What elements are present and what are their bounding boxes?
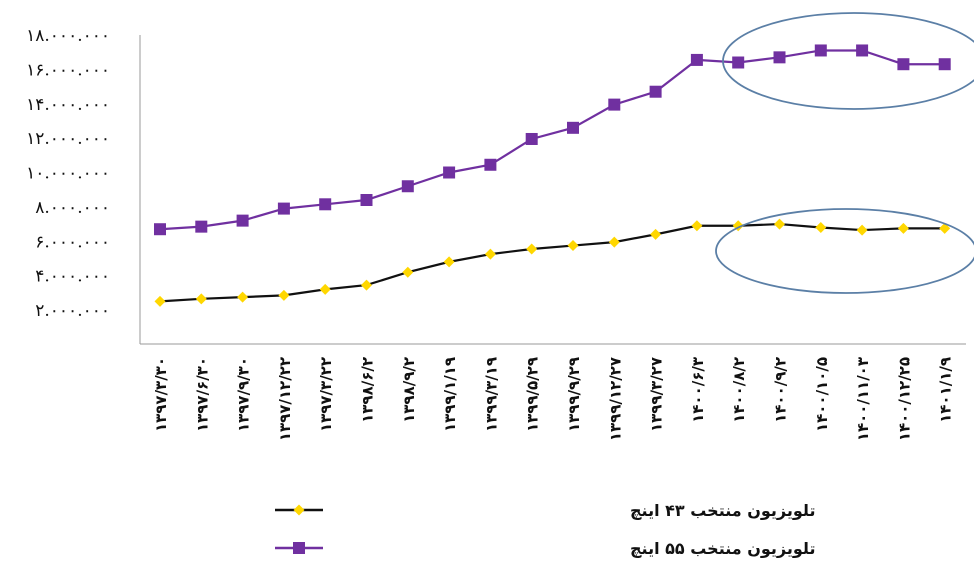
y-tick-label: ۱۲.۰۰۰.۰۰۰ <box>26 129 110 149</box>
legend-entry-43-inch: تلویزیون منتخب ۴۳ اینچ <box>275 501 815 520</box>
y-axis-tick-labels: ۲.۰۰۰.۰۰۰ ۴.۰۰۰.۰۰۰ ۶.۰۰۰.۰۰۰ ۸.۰۰۰.۰۰۰ ۱۰.۰… <box>26 26 110 321</box>
series-55-inch <box>154 44 951 236</box>
x-tick-label: ۱۴۰۰/۱۰/۵ <box>813 357 831 432</box>
data-point <box>154 295 166 307</box>
x-tick-label: ۱۳۹۷/۳/۲۲ <box>317 357 335 432</box>
data-point <box>319 283 331 295</box>
x-tick-label: ۱۳۹۷/۱۲/۲۲ <box>276 357 294 441</box>
legend-label: تلویزیون منتخب ۴۳ اینچ <box>630 501 815 520</box>
x-tick-label: ۱۳۹۹/۵/۲۹ <box>524 357 542 432</box>
legend: تلویزیون منتخب ۴۳ اینچ تلویزیون منتخب ۵۵ … <box>275 501 815 558</box>
data-point <box>525 132 538 145</box>
x-tick-label: ۱۳۹۷/۳/۳۰ <box>152 357 170 432</box>
y-tick-label: ۱۴.۰۰۰.۰۰۰ <box>26 95 110 115</box>
data-point <box>484 158 497 171</box>
x-tick-label: ۱۳۹۹/۱/۱۹ <box>441 357 459 432</box>
series-line <box>159 49 945 231</box>
x-tick-label: ۱۳۹۹/۳/۲۷ <box>648 357 666 432</box>
data-point <box>402 266 414 278</box>
x-tick-label: ۱۴۰۰/۹/۲ <box>772 357 790 423</box>
data-point <box>690 53 703 66</box>
legend-label: تلویزیون منتخب ۵۵ اینچ <box>630 539 815 558</box>
data-point <box>856 44 869 57</box>
x-tick-label: ۱۳۹۸/۹/۲ <box>400 357 418 423</box>
data-point <box>650 228 662 240</box>
data-point <box>195 220 208 233</box>
data-point <box>774 218 785 230</box>
series-line <box>159 222 945 303</box>
data-point <box>897 222 909 234</box>
highlight-ellipse-43-inch <box>715 208 974 294</box>
data-point <box>360 194 373 206</box>
data-point <box>443 256 455 268</box>
data-point <box>237 291 249 303</box>
data-point <box>293 542 305 554</box>
data-point <box>608 98 621 111</box>
x-tick-label: ۱۴۰۱/۱/۹ <box>937 357 955 423</box>
x-tick-label: ۱۳۹۷/۹/۳۰ <box>235 357 253 432</box>
x-tick-label: ۱۳۹۸/۶/۲ <box>359 357 377 423</box>
y-tick-label: ۱۸.۰۰۰.۰۰۰ <box>26 26 110 46</box>
data-point <box>195 293 207 305</box>
data-point <box>278 289 290 301</box>
data-point <box>293 504 305 516</box>
data-point <box>567 121 579 134</box>
data-point <box>773 51 786 64</box>
data-point <box>319 198 332 211</box>
data-point <box>236 214 249 227</box>
x-tick-label: ۱۴۰۰/۶/۳ <box>689 357 707 423</box>
data-point <box>277 202 290 215</box>
annotation-ellipses <box>715 12 974 294</box>
legend-entry-55-inch: تلویزیون منتخب ۵۵ اینچ <box>275 539 815 558</box>
data-point <box>938 58 951 71</box>
y-tick-label: ۱۰.۰۰۰.۰۰۰ <box>26 164 110 184</box>
x-tick-label: ۱۳۹۹/۱۲/۲۷ <box>606 357 624 441</box>
data-point <box>691 220 703 232</box>
data-point <box>814 44 827 57</box>
x-tick-label: ۱۴۰۰/۱۲/۲۵ <box>895 357 913 441</box>
data-point <box>484 248 496 260</box>
y-tick-label: ۲.۰۰۰.۰۰۰ <box>35 301 110 321</box>
data-point <box>856 224 868 236</box>
x-tick-label: ۱۳۹۹/۹/۲۹ <box>565 357 583 432</box>
x-tick-label: ۱۳۹۹/۳/۱۹ <box>482 357 500 432</box>
data-point <box>567 240 579 252</box>
series-group <box>154 44 951 307</box>
data-point <box>649 85 662 98</box>
y-tick-label: ۸.۰۰۰.۰۰۰ <box>35 198 110 218</box>
y-tick-label: ۴.۰۰۰.۰۰۰ <box>35 267 110 287</box>
data-point <box>401 180 414 193</box>
x-tick-label: ۱۴۰۰/۱۱/۰۳ <box>854 357 872 441</box>
axes <box>139 35 966 345</box>
data-point <box>897 58 910 71</box>
data-point <box>361 279 372 291</box>
data-point <box>154 223 166 236</box>
data-point <box>608 236 620 248</box>
data-point <box>732 56 745 69</box>
y-tick-label: ۱۶.۰۰۰.۰۰۰ <box>26 60 110 80</box>
x-tick-label: ۱۴۰۰/۸/۲ <box>730 357 748 423</box>
y-tick-label: ۶.۰۰۰.۰۰۰ <box>35 232 110 252</box>
highlight-ellipse-55-inch <box>722 12 974 110</box>
data-point <box>815 222 827 233</box>
data-point <box>443 166 456 179</box>
data-point <box>526 243 538 255</box>
x-tick-label: ۱۳۹۷/۶/۳۰ <box>193 357 211 432</box>
x-axis-tick-labels: ۱۳۹۷/۳/۳۰ ۱۳۹۷/۶/۳۰ ۱۳۹۷/۹/۳۰ ۱۳۹۷/۱۲/۲۲ ۱۳۹… <box>152 357 955 441</box>
series-43-inch <box>154 218 951 307</box>
